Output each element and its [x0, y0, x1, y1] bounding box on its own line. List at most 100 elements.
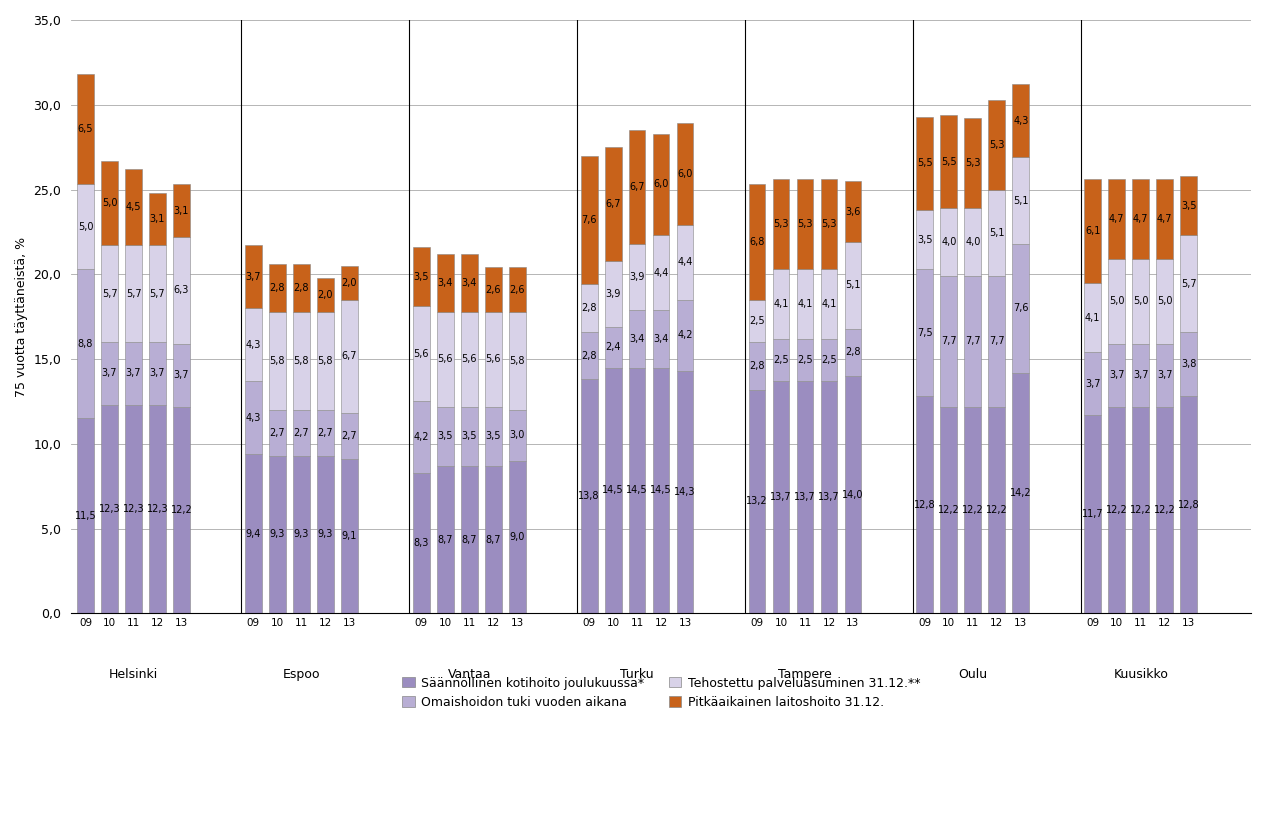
Bar: [844, 242, 861, 328]
Bar: [268, 264, 286, 311]
Text: 9,3: 9,3: [318, 529, 333, 539]
Text: 5,3: 5,3: [822, 219, 837, 230]
Text: 5,6: 5,6: [414, 349, 429, 359]
Bar: [629, 368, 646, 614]
Text: 9,3: 9,3: [270, 529, 285, 539]
Text: 2,5: 2,5: [798, 355, 813, 365]
Bar: [485, 466, 501, 614]
Bar: [989, 190, 1005, 276]
Text: 5,7: 5,7: [101, 288, 118, 299]
Bar: [246, 308, 262, 381]
Bar: [1180, 332, 1198, 396]
Text: 6,7: 6,7: [629, 182, 644, 192]
Bar: [437, 466, 453, 614]
Text: 4,0: 4,0: [941, 237, 957, 247]
Text: 14,3: 14,3: [675, 487, 696, 497]
Text: 13,7: 13,7: [794, 492, 815, 502]
Text: 3,7: 3,7: [173, 370, 189, 380]
Bar: [1013, 243, 1029, 373]
Text: 3,1: 3,1: [149, 214, 165, 224]
Text: 3,1: 3,1: [173, 206, 189, 216]
Text: 12,8: 12,8: [1177, 500, 1199, 510]
Text: 4,1: 4,1: [774, 299, 789, 309]
Y-axis label: 75 vuotta täyttäneistä, %: 75 vuotta täyttäneistä, %: [15, 237, 28, 397]
Text: 3,7: 3,7: [149, 368, 166, 378]
Bar: [101, 404, 118, 614]
Bar: [965, 208, 981, 276]
Bar: [341, 300, 358, 413]
Bar: [316, 278, 334, 311]
Bar: [413, 401, 429, 472]
Text: 3,7: 3,7: [1109, 370, 1124, 380]
Text: Oulu: Oulu: [958, 667, 987, 681]
Text: 6,5: 6,5: [77, 124, 94, 134]
Bar: [844, 328, 861, 376]
Text: 4,3: 4,3: [246, 340, 261, 350]
Bar: [173, 237, 190, 344]
Bar: [485, 311, 501, 407]
Text: Turku: Turku: [620, 667, 655, 681]
Text: 3,5: 3,5: [917, 234, 933, 244]
Bar: [341, 413, 358, 459]
Text: 6,0: 6,0: [653, 180, 668, 190]
Text: 2,8: 2,8: [270, 283, 285, 292]
Text: 4,7: 4,7: [1133, 214, 1148, 224]
Bar: [917, 117, 933, 210]
Text: Vantaa: Vantaa: [447, 667, 491, 681]
Bar: [1156, 344, 1174, 407]
Bar: [605, 368, 622, 614]
Bar: [173, 344, 190, 407]
Bar: [605, 261, 622, 327]
Text: 12,2: 12,2: [986, 505, 1008, 515]
Bar: [605, 147, 622, 261]
Text: 4,4: 4,4: [677, 257, 693, 267]
Text: 3,7: 3,7: [125, 368, 142, 378]
Text: 3,7: 3,7: [101, 368, 118, 378]
Bar: [173, 185, 190, 237]
Text: 3,4: 3,4: [629, 333, 644, 344]
Text: 7,7: 7,7: [965, 337, 981, 346]
Text: 14,2: 14,2: [1010, 488, 1032, 498]
Bar: [292, 410, 310, 456]
Bar: [1180, 176, 1198, 235]
Bar: [77, 418, 94, 614]
Bar: [437, 311, 453, 407]
Bar: [653, 310, 670, 368]
Bar: [796, 339, 813, 381]
Text: 3,7: 3,7: [246, 272, 261, 282]
Text: 12,3: 12,3: [123, 504, 144, 514]
Text: 4,4: 4,4: [653, 268, 668, 278]
Bar: [820, 381, 837, 614]
Bar: [1013, 158, 1029, 243]
Text: 3,6: 3,6: [846, 207, 861, 217]
Bar: [268, 311, 286, 410]
Text: Helsinki: Helsinki: [109, 667, 158, 681]
Text: 5,3: 5,3: [965, 158, 981, 168]
Bar: [796, 381, 813, 614]
Bar: [149, 245, 166, 342]
Text: Espoo: Espoo: [282, 667, 320, 681]
Bar: [820, 180, 837, 269]
Text: 6,8: 6,8: [749, 237, 765, 247]
Bar: [77, 269, 94, 418]
Bar: [413, 306, 429, 401]
Text: 2,5: 2,5: [749, 316, 765, 326]
Bar: [149, 193, 166, 245]
Text: 7,6: 7,6: [581, 215, 596, 225]
Bar: [941, 407, 957, 614]
Bar: [653, 368, 670, 614]
Bar: [1013, 84, 1029, 158]
Text: 9,0: 9,0: [509, 532, 525, 542]
Bar: [485, 407, 501, 466]
Text: 4,1: 4,1: [822, 299, 837, 309]
Text: 13,7: 13,7: [770, 492, 791, 502]
Text: 5,5: 5,5: [941, 157, 957, 167]
Text: 4,7: 4,7: [1109, 214, 1124, 224]
Bar: [772, 269, 790, 339]
Text: 12,2: 12,2: [1129, 505, 1152, 515]
Text: 2,5: 2,5: [822, 355, 837, 365]
Text: 2,8: 2,8: [749, 361, 765, 371]
Text: 3,7: 3,7: [1157, 370, 1172, 380]
Text: 12,3: 12,3: [99, 504, 120, 514]
Bar: [796, 180, 813, 269]
